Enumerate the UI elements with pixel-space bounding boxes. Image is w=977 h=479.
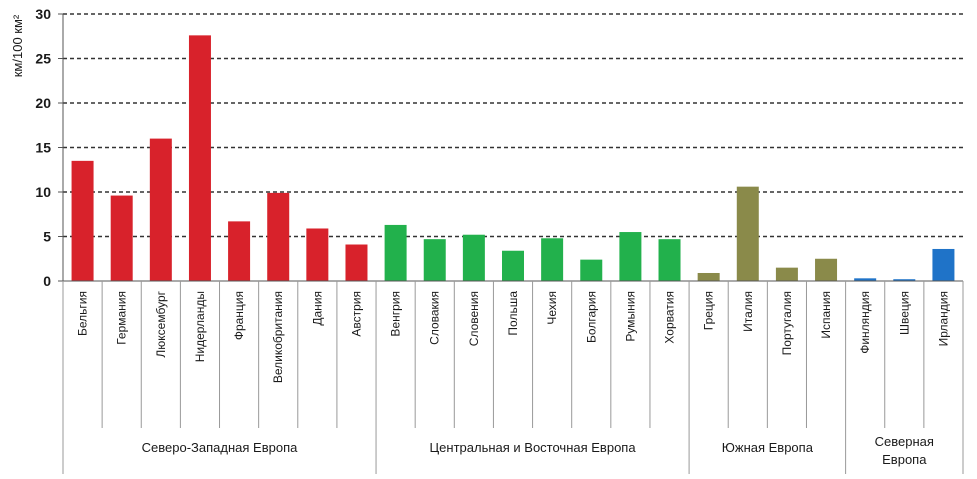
category-label: Франция (232, 291, 246, 340)
bar-Италия (736, 186, 759, 281)
category-label: Бельгия (76, 291, 90, 336)
bars (71, 35, 955, 281)
bar-Испания (815, 258, 838, 281)
y-tick-label: 10 (35, 184, 51, 200)
category-label: Австрия (349, 291, 363, 337)
category-label: Португалия (780, 291, 794, 355)
bar-Ирландия (932, 248, 955, 281)
category-label: Германия (115, 291, 129, 345)
bar-Польша (502, 250, 524, 281)
category-label: Люксембург (154, 290, 168, 357)
category-label: Хорватия (663, 291, 677, 344)
category-label: Ирландия (936, 291, 950, 346)
bar-Дания (306, 228, 329, 281)
category-label: Словакия (428, 291, 442, 345)
y-tick-label: 20 (35, 95, 51, 111)
bar-Болгария (580, 259, 603, 281)
category-label: Словения (467, 291, 481, 346)
bar-Португалия (775, 267, 798, 281)
bar-Великобритания (267, 192, 290, 281)
category-label: Финляндия (858, 291, 872, 354)
y-tick-label: 30 (35, 6, 51, 22)
bar-Швеция (893, 279, 916, 281)
bar-Венгрия (384, 224, 407, 281)
category-label: Венгрия (389, 291, 403, 337)
y-tick-label: 25 (35, 51, 51, 67)
category-label: Греция (702, 291, 716, 330)
category-label: Великобритания (271, 291, 285, 383)
bar-Румыния (619, 232, 642, 281)
bar-Германия (110, 195, 133, 281)
category-label: Чехия (545, 291, 559, 325)
category-label: Польша (506, 291, 520, 336)
group-label: Европа (882, 452, 927, 467)
category-label: Швеция (897, 291, 911, 335)
bar-Греция (697, 272, 720, 281)
bar-Словения (462, 234, 485, 281)
bar-Финляндия (854, 278, 877, 281)
bar-Чехия (541, 238, 564, 281)
category-label: Италия (741, 291, 755, 332)
category-label: Нидерланды (193, 291, 207, 362)
group-label: Центральная и Восточная Европа (430, 440, 637, 455)
category-label: Испания (819, 291, 833, 339)
gridlines (63, 13, 963, 238)
axes: 0 5 10 15 20 25 30 (35, 6, 963, 289)
y-tick-label: 0 (43, 273, 51, 289)
category-label: Дания (310, 291, 324, 326)
y-tick-label: 5 (43, 229, 51, 245)
category-label: Румыния (623, 291, 637, 342)
bar-Хорватия (658, 239, 681, 281)
bar-Франция (228, 221, 251, 281)
bar-Бельгия (71, 160, 94, 281)
bar-Словакия (423, 239, 446, 281)
y-tick-label: 15 (35, 140, 51, 156)
group-label: Южная Европа (722, 440, 814, 455)
bar-Австрия (345, 244, 368, 281)
group-label: Северо-Западная Европа (142, 440, 298, 455)
group-labels: Северо-Западная Европа Центральная и Вост… (62, 428, 964, 474)
group-label: Северная (875, 434, 934, 449)
category-labels: Бельгия Германия Люксембург Нидерланды Франц… (62, 281, 964, 428)
y-axis-label: км/100 км² (10, 14, 25, 77)
category-label: Болгария (584, 291, 598, 343)
bar-Люксембург (149, 138, 172, 281)
bar-Нидерланды (188, 35, 211, 281)
